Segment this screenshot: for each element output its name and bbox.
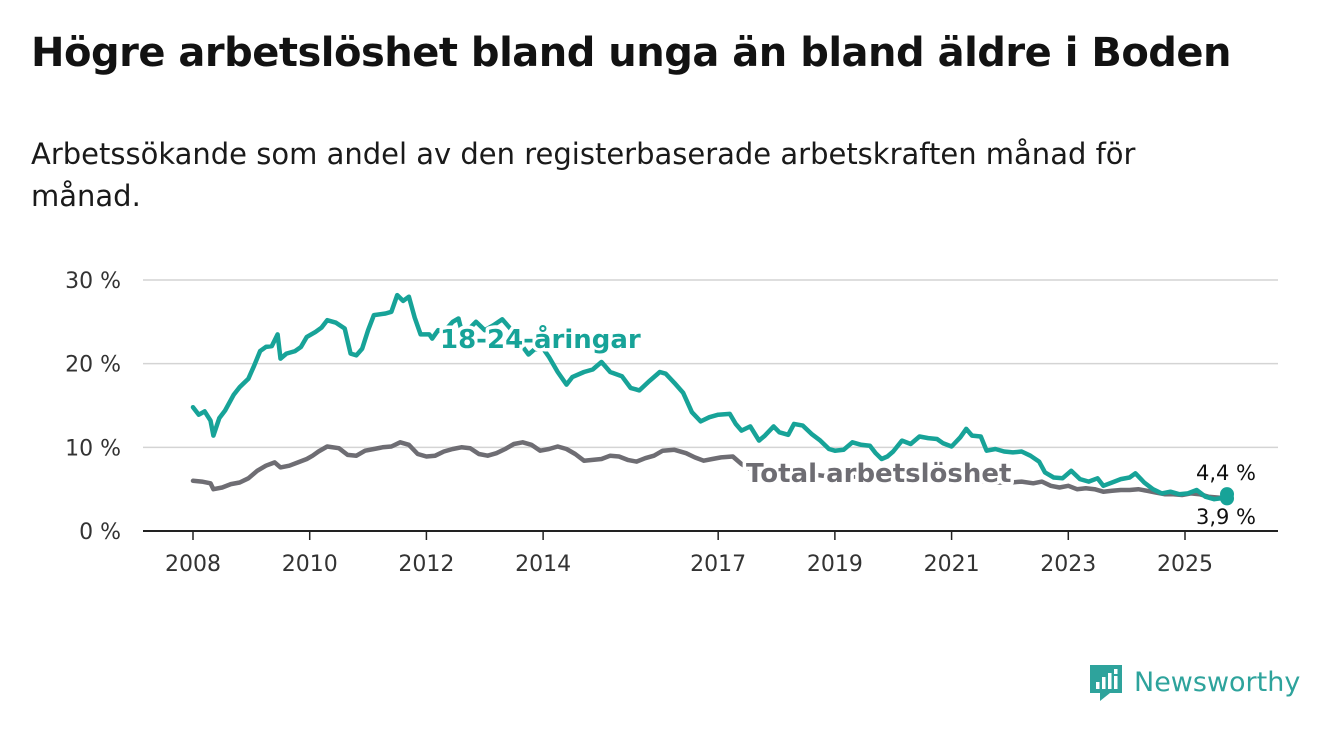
y-tick-label: 30 % bbox=[65, 269, 121, 294]
x-tick-label: 2008 bbox=[165, 552, 221, 577]
newsworthy-logo-icon bbox=[1090, 665, 1122, 701]
x-tick-label: 2014 bbox=[515, 552, 571, 577]
series-label-youth-halo: 18-24-åringar bbox=[440, 323, 641, 355]
series-line-total bbox=[190, 440, 1230, 501]
end-value-youth: 4,4 % bbox=[1196, 461, 1256, 485]
x-tick-label: 2025 bbox=[1157, 552, 1213, 577]
chart-title: Högre arbetslöshet bland unga än bland ä… bbox=[31, 30, 1232, 76]
chart-subtitle: Arbetssökande som andel av den registerb… bbox=[31, 137, 1136, 213]
y-tick-label: 0 % bbox=[79, 520, 121, 545]
x-tick-label: 2019 bbox=[807, 552, 863, 577]
y-tick-label: 10 % bbox=[65, 436, 121, 461]
x-tick-label: 2021 bbox=[924, 552, 980, 577]
x-axis: 2008 2010 2012 2014 2017 2019 2021 2023 2025 bbox=[143, 530, 1278, 577]
end-point-youth bbox=[1220, 487, 1235, 502]
x-tick-label: 2017 bbox=[690, 552, 746, 577]
series-label-total: Total arbetslöshet bbox=[746, 459, 1011, 489]
x-tick-label: 2012 bbox=[398, 552, 454, 577]
end-value-total: 3,9 % bbox=[1196, 505, 1256, 529]
y-axis: 0 % 10 % 20 % 30 % bbox=[65, 269, 121, 545]
series-label-youth: 18-24-åringar bbox=[440, 323, 641, 355]
newsworthy-logo: Newsworthy bbox=[1088, 660, 1300, 704]
x-tick-label: 2010 bbox=[282, 552, 338, 577]
series-lines bbox=[190, 292, 1235, 506]
series-line-youth bbox=[190, 292, 1230, 502]
series-label-total-halo: Total arbetslöshet bbox=[746, 459, 1011, 489]
gridlines bbox=[143, 279, 1278, 449]
newsworthy-wordmark: Newsworthy bbox=[1134, 666, 1301, 698]
x-tick-label: 2023 bbox=[1040, 552, 1096, 577]
y-tick-label: 20 % bbox=[65, 353, 121, 378]
